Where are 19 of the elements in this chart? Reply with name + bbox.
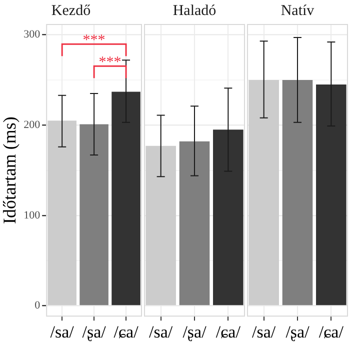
x-tick-label: /ɕa/ xyxy=(114,322,139,342)
y-tick-label: 100 xyxy=(24,209,41,222)
x-tick-label: /ɕa/ xyxy=(318,322,344,342)
chart-title: Kezdő xyxy=(51,2,91,19)
x-tick-label: /ɕa/ xyxy=(216,322,241,342)
y-tick-label: 0 xyxy=(34,300,41,312)
x-tick-label: /sa/ xyxy=(50,322,74,342)
y-tick-label: 200 xyxy=(24,119,41,132)
y-tick-label: 300 xyxy=(24,28,41,41)
annotation: *** xyxy=(98,54,122,71)
x-tick-label: /ʂa/ xyxy=(82,322,106,342)
chart-title: Natív xyxy=(280,2,315,19)
x-tick-label: /sa/ xyxy=(149,322,173,342)
x-tick-label: /ʂa/ xyxy=(286,322,310,342)
x-tick-label: /sa/ xyxy=(252,322,276,342)
chart-title: Haladó xyxy=(172,2,216,19)
annotation: *** xyxy=(82,32,106,49)
x-tick-label: /ʂa/ xyxy=(182,322,207,342)
y-axis-title: Időtartam (ms) xyxy=(0,116,20,224)
